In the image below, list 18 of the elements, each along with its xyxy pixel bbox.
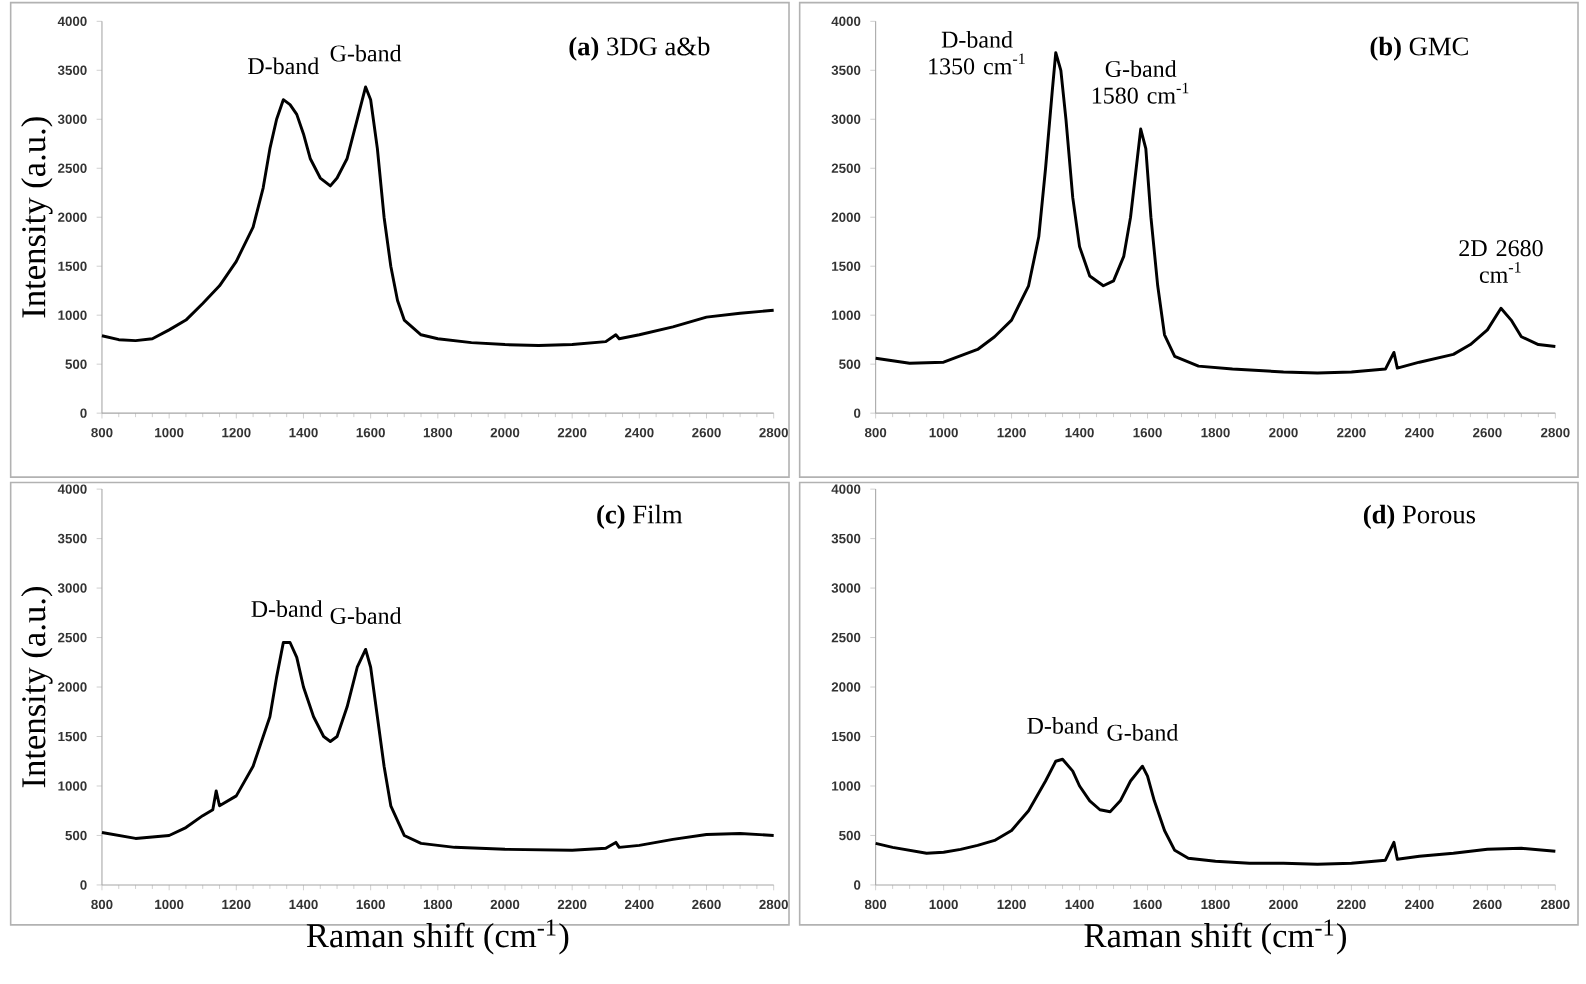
annotation: G-band [330, 607, 402, 625]
text: (b) GMC [1370, 36, 1468, 62]
x-axis-title: Raman shift (cm$^{-1}$) [306, 919, 569, 955]
y-axis-title: Intensity (a.u.) [21, 587, 53, 788]
annotation: D-band [1027, 717, 1099, 735]
y-axis-title: Intensity (a.u.) [21, 117, 53, 318]
annotation: G-band [1107, 724, 1179, 742]
annotation: G-band 1580 cm$^{-1}$ [1092, 60, 1189, 104]
annotation: D-band [248, 57, 320, 75]
annotation: D-band 1350 cm$^{-1}$ [929, 31, 1025, 75]
text: (a) 3DG a&b [569, 36, 710, 62]
text: (c) Film [597, 504, 683, 530]
x-axis-title: Raman shift (cm$^{-1}$) [1084, 919, 1346, 955]
annotation: D-band [251, 600, 323, 618]
text: (d) Porous [1363, 504, 1476, 530]
annotation: 2D 2680 cm$^{-1}$ [1459, 240, 1543, 284]
line-series [100, 85, 776, 348]
annotation: G-band [330, 44, 402, 62]
